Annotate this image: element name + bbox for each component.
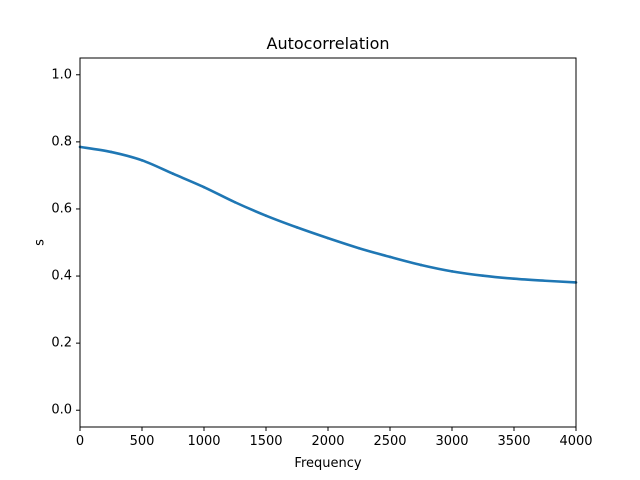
y-tick-label: 0.4 [51, 269, 72, 284]
data-point [450, 270, 454, 273]
data-point [512, 277, 516, 281]
x-tick-label: 0 [76, 434, 84, 449]
series-layer [78, 145, 578, 284]
data-point [419, 263, 423, 267]
data-point [481, 274, 485, 278]
x-axis-ticks: 0 500 1000 1500 2000 2500 3000 3500 4000 [76, 427, 593, 449]
data-point [326, 236, 330, 240]
x-tick-label: 500 [130, 434, 155, 449]
x-tick-label: 3500 [497, 434, 530, 449]
data-point [233, 200, 237, 204]
data-point [264, 214, 268, 217]
data-point [357, 246, 361, 250]
data-point [202, 185, 206, 189]
data-point [109, 150, 113, 154]
y-tick-label: 0.0 [51, 403, 72, 418]
data-point [171, 172, 175, 176]
x-tick-label: 3000 [435, 434, 468, 449]
y-tick-label: 1.0 [51, 67, 72, 82]
x-tick-label: 2500 [373, 434, 406, 449]
x-tick-label: 1000 [187, 434, 220, 449]
y-tick-label: 0.6 [51, 201, 72, 216]
x-tick-label: 2000 [311, 434, 344, 449]
y-tick-label: 0.2 [51, 336, 72, 351]
data-point [140, 159, 144, 162]
x-tick-label: 1500 [249, 434, 282, 449]
y-tick-label: 0.8 [51, 134, 72, 149]
x-tick-label: 4000 [559, 434, 592, 449]
data-point [295, 226, 299, 229]
y-axis-ticks: 0.0 0.2 0.4 0.6 0.8 1.0 [51, 67, 80, 418]
data-point [543, 279, 547, 283]
data-point [388, 255, 392, 259]
chart-title: Autocorrelation [267, 34, 390, 53]
x-axis-label: Frequency [294, 456, 361, 471]
y-axis-label: s [33, 239, 48, 246]
